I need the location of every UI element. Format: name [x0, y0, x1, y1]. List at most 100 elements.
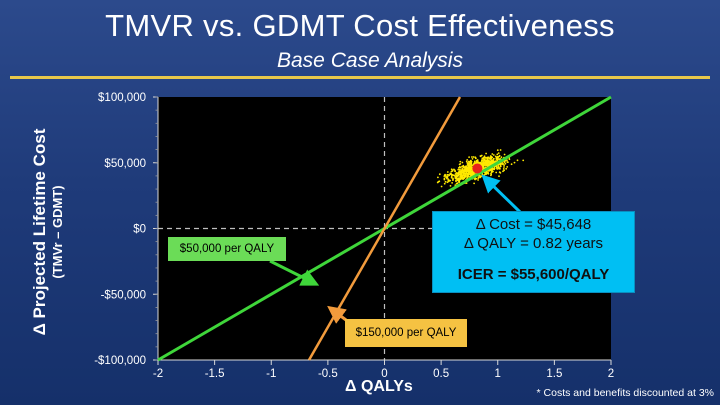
simulation-point	[453, 174, 456, 177]
simulation-point	[443, 182, 446, 185]
delta-qaly-text: Δ QALY = 0.82 years	[463, 235, 604, 252]
y-tick-label: $0	[133, 224, 146, 236]
simulation-point	[504, 162, 507, 165]
simulation-point	[498, 171, 501, 174]
simulation-point	[480, 175, 482, 178]
simulation-point	[446, 171, 449, 173]
simulation-point	[485, 152, 487, 155]
simulation-point	[471, 156, 473, 158]
simulation-point	[467, 172, 470, 174]
simulation-point	[454, 170, 456, 173]
simulation-point	[464, 165, 467, 168]
simulation-point	[466, 176, 469, 179]
simulation-point	[464, 172, 467, 175]
x-tick-label: -1.5	[205, 368, 225, 380]
base-case-point	[472, 163, 483, 174]
simulation-point	[490, 171, 493, 174]
simulation-point	[503, 153, 506, 156]
simulation-point	[474, 177, 477, 180]
callout-arrow	[481, 174, 522, 214]
simulation-point	[457, 168, 460, 171]
simulation-point	[482, 167, 485, 169]
simulation-point	[458, 170, 460, 173]
simulation-point	[456, 182, 459, 185]
simulation-point	[438, 180, 441, 183]
simulation-point	[458, 180, 461, 182]
simulation-point	[485, 163, 488, 165]
x-tick-label: 1	[495, 368, 501, 380]
icer-callout: Δ Cost = $45,648 Δ QALY = 0.82 years ICE…	[432, 211, 635, 293]
simulation-point	[488, 157, 491, 160]
simulation-point	[486, 171, 489, 173]
simulation-point	[469, 169, 472, 172]
simulation-point	[498, 175, 500, 178]
simulation-point	[474, 157, 477, 160]
simulation-point	[450, 173, 453, 176]
simulation-point	[450, 175, 453, 177]
simulation-point	[503, 166, 505, 168]
simulation-point	[462, 174, 465, 177]
simulation-point	[459, 168, 461, 171]
simulation-point	[447, 179, 450, 182]
simulation-point	[503, 161, 506, 164]
simulation-point	[488, 160, 491, 163]
simulation-point	[444, 173, 446, 176]
simulation-point	[499, 165, 502, 168]
simulation-point	[497, 152, 500, 155]
simulation-point	[490, 157, 493, 160]
wtp-50k-arrow	[269, 259, 320, 286]
simulation-point	[472, 156, 475, 158]
simulation-point	[456, 175, 458, 178]
simulation-point	[482, 158, 485, 160]
simulation-point	[449, 179, 452, 182]
simulation-point	[481, 163, 483, 165]
x-tick-label: 1.5	[546, 368, 562, 380]
simulation-point	[486, 156, 489, 159]
simulation-point	[468, 164, 471, 167]
simulation-point	[490, 155, 493, 158]
x-tick-label: 2	[608, 368, 614, 380]
simulation-point	[510, 163, 513, 166]
simulation-point	[496, 155, 499, 158]
simulation-point	[465, 160, 468, 163]
y-tick-label: $50,000	[104, 158, 146, 170]
simulation-point	[468, 161, 471, 163]
simulation-point	[477, 176, 480, 179]
simulation-point	[497, 167, 500, 170]
simulation-point	[446, 175, 449, 178]
simulation-point	[459, 166, 462, 169]
simulation-point	[502, 163, 504, 166]
simulation-point	[461, 177, 464, 179]
simulation-point	[482, 156, 485, 159]
simulation-point	[458, 163, 461, 166]
simulation-point	[493, 168, 496, 171]
simulation-point	[491, 153, 494, 155]
simulation-point	[479, 162, 481, 164]
simulation-point	[443, 178, 446, 181]
simulation-point	[488, 169, 491, 172]
page-subtitle: Base Case Analysis	[277, 49, 463, 72]
footnote: * Costs and benefits discounted at 3%	[536, 387, 714, 399]
simulation-point	[466, 162, 469, 165]
simulation-point	[502, 168, 505, 170]
simulation-point	[462, 166, 465, 169]
simulation-point	[446, 181, 449, 184]
simulation-point	[467, 164, 469, 167]
simulation-point	[481, 160, 483, 163]
simulation-point	[437, 176, 439, 179]
simulation-point	[490, 174, 492, 177]
wtp-50k-label: $50,000 per QALY	[168, 237, 286, 261]
simulation-point	[460, 170, 463, 172]
simulation-point	[469, 166, 471, 169]
simulation-point	[476, 161, 479, 164]
simulation-point	[487, 172, 490, 175]
simulation-point	[484, 156, 487, 159]
simulation-point	[450, 176, 453, 179]
simulation-point	[466, 175, 469, 177]
simulation-point	[461, 165, 463, 168]
simulation-point	[495, 171, 498, 174]
delta-cost-text: Δ Cost = $45,648	[475, 216, 592, 233]
y-tick-label: -$50,000	[101, 289, 146, 301]
simulation-point	[454, 176, 457, 179]
